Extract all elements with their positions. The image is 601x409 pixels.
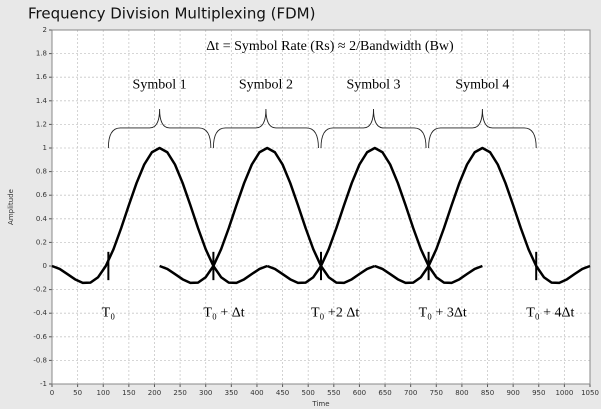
symbol-label: Symbol 1: [133, 78, 187, 93]
symbol-brace: [428, 109, 537, 149]
x-tick-label: 850: [481, 389, 494, 397]
x-tick-label: 200: [148, 389, 161, 397]
x-tick-label: 300: [199, 389, 212, 397]
y-tick-label: 0.2: [36, 238, 47, 246]
y-tick-label: -0.8: [33, 356, 47, 364]
plot-area: [52, 30, 590, 384]
y-tick-label: 0.8: [36, 168, 47, 176]
x-tick-label: 50: [73, 389, 82, 397]
x-tick-label: 950: [532, 389, 545, 397]
symbol-label: Symbol 2: [239, 78, 293, 93]
y-tick-label: 0.6: [36, 191, 48, 199]
y-tick-label: 1: [43, 144, 47, 152]
x-tick-label: 450: [276, 389, 289, 397]
plot-border: [51, 29, 591, 385]
x-tick-label: 500: [302, 389, 315, 397]
x-tick-label: 150: [122, 389, 135, 397]
x-tick-label: 700: [404, 389, 417, 397]
x-axis-label: Time: [311, 400, 329, 408]
x-tick-label: 800: [455, 389, 468, 397]
x-tick-label: 1050: [581, 389, 599, 397]
boundary-label: T₀ + Δt: [203, 305, 244, 320]
y-tick-label: 0.4: [36, 215, 48, 223]
y-tick-label: 1.2: [36, 120, 47, 128]
x-tick-label: 350: [225, 389, 238, 397]
boundary-label: T₀ + 3Δt: [419, 305, 467, 320]
y-tick-label: -1: [40, 380, 47, 388]
pulse-line: [159, 146, 376, 285]
y-tick-label: 1.6: [36, 73, 48, 81]
x-tick-label: 600: [353, 389, 366, 397]
x-tick-label: 100: [97, 389, 110, 397]
y-tick-label: 2: [43, 26, 47, 34]
symbol-label: Symbol 4: [455, 78, 509, 93]
symbol-label: Symbol 3: [346, 78, 400, 93]
boundary-label: T₀: [102, 305, 116, 320]
pulse-line: [51, 146, 268, 285]
y-tick-label: 1.8: [36, 50, 47, 58]
x-tick-label: 250: [173, 389, 186, 397]
symbol-brace: [320, 109, 427, 149]
boundary-label: T₀ + 4Δt: [526, 305, 574, 320]
chart-title: Frequency Division Multiplexing (FDM): [28, 5, 315, 23]
x-tick-label: 650: [378, 389, 391, 397]
boundary-label: T₀ +2 Δt: [311, 305, 359, 320]
y-tick-label: 0: [43, 262, 47, 270]
y-tick-label: -0.2: [33, 286, 47, 294]
x-tick-label: 1000: [555, 389, 573, 397]
y-tick-label: 1.4: [36, 97, 48, 105]
symbol-brace: [212, 109, 319, 149]
x-tick-label: 900: [506, 389, 519, 397]
pulse-line: [374, 146, 591, 285]
x-tick-label: 550: [327, 389, 340, 397]
x-tick-label: 400: [250, 389, 263, 397]
x-tick-label: 0: [50, 389, 54, 397]
y-tick-label: -0.6: [33, 333, 47, 341]
pulse-line: [266, 146, 483, 285]
y-axis-label: Amplitude: [7, 189, 15, 225]
x-tick-label: 750: [430, 389, 443, 397]
symbol-brace: [107, 109, 212, 149]
equation: Δt = Symbol Rate (Rs) ≈ 2/Bandwidth (Bw): [206, 39, 454, 54]
y-tick-label: -0.4: [33, 309, 47, 317]
